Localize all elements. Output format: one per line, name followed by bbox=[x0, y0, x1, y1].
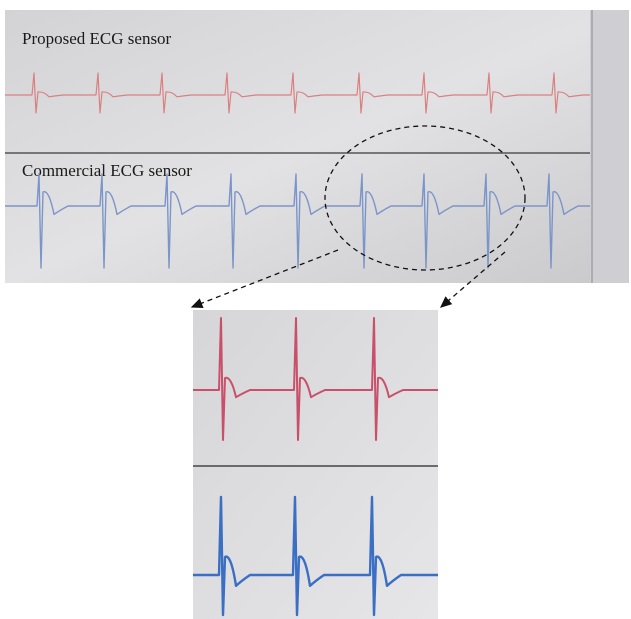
inset-photo bbox=[193, 310, 438, 619]
axis-strip bbox=[590, 10, 629, 283]
screen bbox=[5, 10, 629, 283]
figure: Proposed ECG sensor Commercial ECG senso… bbox=[0, 0, 631, 619]
proposed-label: Proposed ECG sensor bbox=[22, 29, 172, 48]
inset-screen bbox=[193, 310, 438, 619]
top-photo: Proposed ECG sensor Commercial ECG senso… bbox=[5, 10, 629, 283]
